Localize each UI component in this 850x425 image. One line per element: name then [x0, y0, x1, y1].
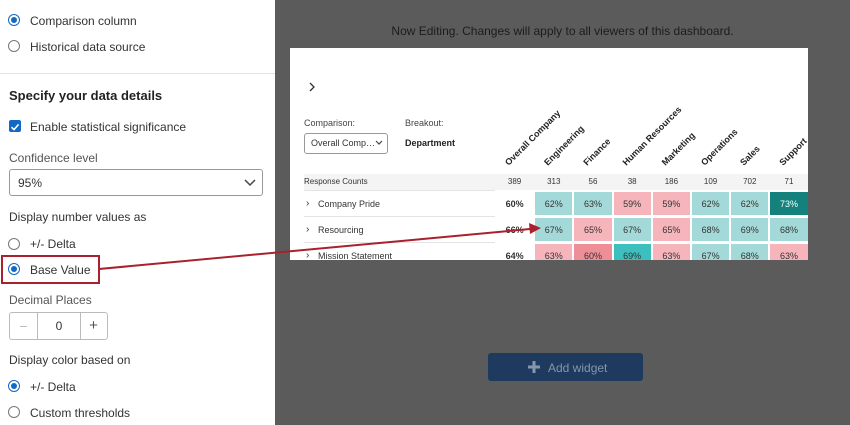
heatmap-cell: 68%: [691, 217, 731, 242]
chevron: [375, 140, 383, 145]
chevron: [244, 179, 256, 187]
option-label[interactable]: +/- Delta: [30, 237, 76, 251]
heatmap-cell: 63%: [651, 243, 691, 260]
count: 71: [784, 177, 794, 186]
radio[interactable]: [8, 14, 20, 26]
option-label[interactable]: Custom thresholds: [30, 406, 131, 420]
row-chevron: ›: [306, 198, 310, 209]
row-label: Mission Statement: [318, 251, 393, 260]
divider: [0, 73, 275, 74]
heatmap-cell: 69%: [730, 217, 770, 242]
row-label: Resourcing: [318, 225, 364, 235]
heatmap-cell: 60%: [573, 243, 613, 260]
counts-row: [304, 174, 808, 190]
heatmap-cell: 65%: [651, 217, 691, 242]
row-separator: [304, 242, 495, 243]
expand-chevron[interactable]: [308, 82, 316, 92]
heatmap-cell: 69%: [612, 243, 652, 260]
count: 38: [627, 177, 637, 186]
plus-icon: [528, 361, 540, 373]
heatmap-cell: 67%: [534, 217, 574, 242]
heatmap-cell: 63%: [573, 191, 613, 216]
count: 389: [507, 177, 522, 186]
decrement-button[interactable]: −: [19, 318, 28, 334]
heatmap-cell: 59%: [651, 191, 691, 216]
increment-button[interactable]: +: [89, 317, 98, 334]
heatmap-cell: 65%: [573, 217, 613, 242]
count: 56: [588, 177, 598, 186]
heatmap-cell: 62%: [534, 191, 574, 216]
row-separator: [304, 190, 495, 191]
stepper-value[interactable]: 0: [37, 313, 81, 339]
option-label[interactable]: Base Value: [30, 263, 91, 277]
field-label: Confidence level: [9, 151, 98, 165]
heatmap-cell: 59%: [612, 191, 652, 216]
row-label: Response Counts: [304, 177, 368, 186]
row-separator: [304, 216, 495, 217]
select-value: Overall Comp…: [311, 138, 376, 148]
heatmap-cell: 67%: [691, 243, 731, 260]
widget-card: Comparison: Overall Comp… Breakout: Depa…: [290, 48, 808, 260]
edit-banner: Now Editing. Changes will apply to all v…: [391, 24, 734, 38]
heatmap-cell: 63%: [769, 243, 808, 260]
overall-cell: 60%: [495, 191, 535, 216]
breakout-value: Department: [405, 138, 456, 148]
field-label: Display color based on: [9, 353, 131, 367]
check-icon: [10, 123, 20, 131]
select[interactable]: 95%: [9, 169, 263, 196]
count: 702: [743, 177, 757, 186]
count: 109: [703, 177, 718, 186]
field-label: Decimal Places: [9, 293, 92, 307]
heatmap-cell: 62%: [730, 191, 770, 216]
heatmap-cell: 63%: [534, 243, 574, 260]
radio[interactable]: [8, 40, 20, 52]
checkbox-label[interactable]: Enable statistical significance: [30, 120, 187, 134]
select[interactable]: Overall Comp…: [304, 133, 388, 154]
data-table: Response Counts 389 313 56 38 186 109 702 71 › Com…: [290, 48, 808, 260]
count: 186: [664, 177, 679, 186]
section-heading: Specify your data details: [9, 88, 163, 103]
field-label: Comparison:: [304, 118, 356, 128]
heatmap-cell: 68%: [769, 217, 808, 242]
row-chevron: ›: [306, 250, 310, 260]
option-label[interactable]: +/- Delta: [30, 380, 76, 394]
heatmap-cell: 62%: [691, 191, 731, 216]
field-label: Breakout:: [405, 118, 444, 128]
add-widget-button[interactable]: Add widget: [488, 353, 643, 381]
overall-cell: 64%: [495, 243, 535, 260]
radio[interactable]: [8, 263, 20, 275]
radio[interactable]: [8, 238, 20, 250]
heatmap-cell: 67%: [612, 217, 652, 242]
heatmap-cell: 73%: [769, 191, 808, 216]
option-label[interactable]: Historical data source: [30, 40, 146, 54]
overall-cell: 66%: [495, 217, 535, 242]
stepper: − 0 +: [9, 312, 108, 340]
radio[interactable]: [8, 380, 20, 392]
row-chevron: ›: [306, 224, 310, 235]
settings-panel: Comparison column Historical data source…: [0, 0, 275, 425]
select-value: 95%: [18, 176, 43, 190]
option-label[interactable]: Comparison column: [30, 14, 137, 28]
heatmap-cell: 68%: [730, 243, 770, 260]
count: 313: [547, 177, 561, 186]
field-label: Display number values as: [9, 210, 147, 224]
radio[interactable]: [8, 406, 20, 418]
row-label: Company Pride: [318, 199, 381, 209]
button-label: Add widget: [548, 361, 608, 375]
checkbox[interactable]: [9, 120, 21, 132]
